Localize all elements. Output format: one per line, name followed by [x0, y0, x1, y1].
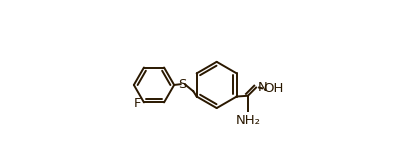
- Text: F: F: [134, 97, 141, 110]
- Text: OH: OH: [263, 82, 284, 95]
- Text: NH₂: NH₂: [235, 114, 260, 127]
- Text: S: S: [178, 78, 187, 91]
- Text: N: N: [257, 81, 267, 94]
